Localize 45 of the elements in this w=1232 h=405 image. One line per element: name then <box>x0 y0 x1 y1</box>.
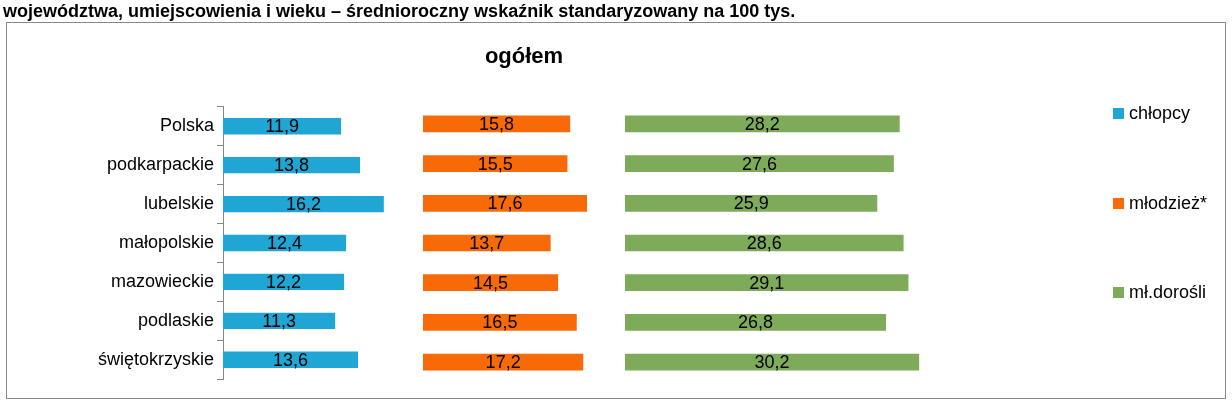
bar <box>625 115 900 133</box>
data-label: 16,5 <box>482 312 518 333</box>
bar <box>423 314 577 331</box>
y-tick-label: lubelskie <box>143 193 214 214</box>
bar <box>625 155 894 172</box>
data-label: 11,3 <box>262 310 296 331</box>
data-label: 30,2 <box>754 352 790 373</box>
bar <box>423 194 587 212</box>
data-label: 28,2 <box>744 113 780 134</box>
bar <box>625 353 920 371</box>
data-label: 12,4 <box>267 232 303 253</box>
legend-label: mł.dorośli <box>1128 282 1206 303</box>
y-tick-label: mazowieckie <box>110 270 214 291</box>
bar <box>423 155 568 172</box>
data-label: 16,2 <box>285 194 321 215</box>
data-label: 15,8 <box>479 113 515 134</box>
y-tick-label: podlaskie <box>137 309 214 330</box>
bar <box>625 234 904 252</box>
data-label: 15,5 <box>477 153 513 174</box>
y-tick-label: małopolskie <box>118 231 214 252</box>
chart-title: ogółem <box>484 43 564 68</box>
data-label: 29,1 <box>749 272 785 293</box>
bar <box>625 314 887 331</box>
data-label: 28,6 <box>746 232 782 253</box>
data-label: 13,6 <box>272 349 309 370</box>
data-label: 25,9 <box>733 193 769 214</box>
bar <box>423 274 559 292</box>
bar <box>223 195 384 213</box>
bar <box>625 194 878 212</box>
legend-label: młodzież* <box>1128 192 1207 214</box>
y-tick-label: Polska <box>159 115 215 136</box>
bar <box>625 274 909 292</box>
data-label: 13,7 <box>469 232 505 253</box>
data-label: 17,2 <box>485 352 521 373</box>
data-label: 27,6 <box>741 153 777 174</box>
y-tick-label: świętokrzyskie <box>97 348 214 369</box>
data-label: 14,5 <box>473 272 509 293</box>
data-label: 17,6 <box>487 193 523 214</box>
data-label: 11,9 <box>265 116 299 137</box>
y-tick-label: podkarpackie <box>106 154 214 175</box>
data-label: 12,2 <box>266 271 302 292</box>
data-label: 13,8 <box>273 155 310 176</box>
chart-subtitle: województwa, umiejscowienia i wieku – średnioroczny wskaźnik standaryzowany na 100 tys. <box>3 0 796 22</box>
legend-label: chłopcy <box>1128 103 1190 124</box>
data-label: 26,8 <box>738 312 774 333</box>
